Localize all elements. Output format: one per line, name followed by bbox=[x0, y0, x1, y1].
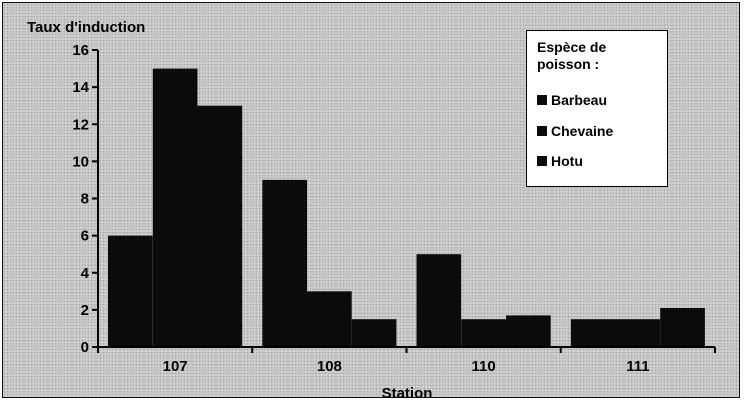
legend-label-chevaine: Chevaine bbox=[551, 123, 614, 139]
y-tick-label-4: 4 bbox=[81, 265, 90, 282]
legend-title-line1: Espèce de bbox=[537, 39, 607, 55]
bar-hotu-110 bbox=[506, 315, 551, 347]
y-tick-label-0: 0 bbox=[81, 339, 89, 356]
legend-title-line2: poisson : bbox=[537, 56, 600, 72]
bar-chevaine-110 bbox=[461, 319, 506, 347]
x-ticks-group: 107 108 110 111 bbox=[97, 347, 716, 375]
legend-item-chevaine: Chevaine bbox=[537, 122, 613, 140]
legend-title: Espèce de poisson : bbox=[537, 39, 657, 73]
x-tick-label-108: 108 bbox=[317, 358, 342, 375]
x-axis-label: Station bbox=[382, 385, 433, 401]
y-tick-label-10: 10 bbox=[72, 153, 89, 170]
bar-chevaine-111 bbox=[615, 319, 661, 347]
y-tick-label-6: 6 bbox=[81, 228, 89, 245]
x-tick-label-110: 110 bbox=[472, 358, 496, 375]
y-axis-label: Taux d'induction bbox=[27, 19, 145, 36]
bar-hotu-107 bbox=[197, 105, 243, 347]
bar-barbeau-110 bbox=[416, 254, 462, 347]
legend-swatch-hotu bbox=[537, 156, 547, 166]
legend-swatch-chevaine bbox=[537, 126, 547, 136]
bar-chevaine-107 bbox=[152, 68, 198, 347]
bar-barbeau-111 bbox=[570, 319, 616, 347]
bar-barbeau-108 bbox=[262, 179, 307, 347]
legend-swatch-barbeau bbox=[537, 95, 547, 105]
bar-chevaine-108 bbox=[307, 291, 352, 347]
y-tick-label-12: 12 bbox=[72, 116, 89, 133]
y-ticks-group: 0 2 4 6 8 10 12 14 16 bbox=[72, 42, 98, 356]
x-tick-label-107: 107 bbox=[163, 358, 188, 375]
legend-item-hotu: Hotu bbox=[537, 152, 583, 170]
bar-hotu-108 bbox=[351, 319, 397, 347]
y-tick-label-16: 16 bbox=[72, 42, 89, 59]
y-tick-label-14: 14 bbox=[72, 79, 89, 96]
y-tick-label-2: 2 bbox=[81, 302, 89, 319]
bar-hotu-111 bbox=[660, 308, 705, 347]
y-tick-label-8: 8 bbox=[81, 191, 89, 208]
x-tick-label-111: 111 bbox=[626, 358, 649, 375]
legend-item-barbeau: Barbeau bbox=[537, 91, 607, 109]
legend-label-barbeau: Barbeau bbox=[551, 92, 608, 108]
legend: Espèce de poisson : Barbeau Chevaine Hot… bbox=[526, 30, 668, 187]
legend-label-hotu: Hotu bbox=[551, 153, 583, 169]
bar-barbeau-107 bbox=[108, 235, 153, 347]
bars-group bbox=[108, 68, 705, 347]
